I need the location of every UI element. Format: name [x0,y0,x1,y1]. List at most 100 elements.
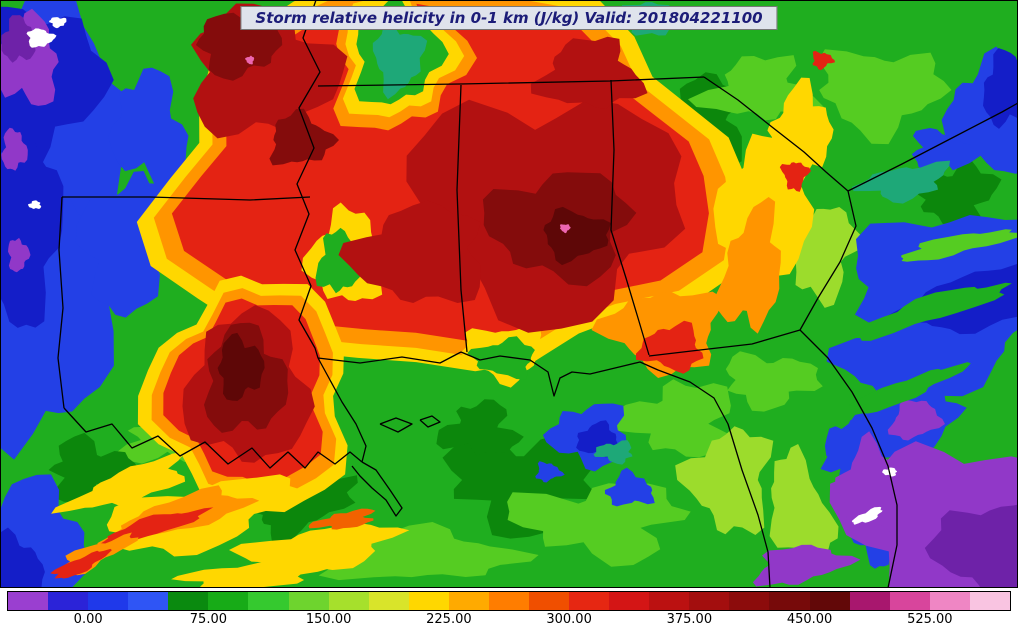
colorbar-segment [168,592,209,610]
helicity-region [26,28,57,48]
helicity-region [442,431,600,539]
state-border [799,329,898,588]
helicity-region [0,527,45,588]
colorbar-tick-label: 525.00 [907,612,953,627]
helicity-region [543,206,611,266]
helicity-region [372,21,428,100]
helicity-region [752,544,861,587]
colorbar-tick-label: 300.00 [546,612,592,627]
helicity-region [338,200,481,303]
helicity-region [535,461,565,483]
helicity-region [171,560,329,588]
colorbar-tick-label: 150.00 [305,612,352,627]
helicity-region [217,332,265,401]
state-border [63,407,363,469]
helicity-region [315,227,364,294]
state-border [419,415,441,428]
helicity-region [51,451,186,514]
helicity-region [108,67,189,189]
colorbar-segment [529,592,570,610]
state-border [799,190,857,331]
colorbar-segment [609,592,650,610]
state-border [351,461,403,517]
colorbar-segment [288,592,329,610]
helicity-region [850,282,1012,341]
colorbar-segment [929,592,970,610]
colorbar-segment [969,592,1010,610]
state-border [703,76,849,192]
map-title: Storm relative helicity in 0-1 km (J/kg)… [255,9,763,27]
helicity-region [851,160,950,204]
helicity-region [593,440,633,465]
helicity-region [924,504,1018,588]
helicity-region [269,108,339,166]
helicity-region [848,362,971,415]
colorbar-segment [368,592,409,610]
colorbar-tick-label: 0.00 [73,612,103,627]
helicity-region [901,229,1018,262]
helicity-region [835,431,906,538]
state-border [62,196,311,201]
colorbar-segment [689,592,730,610]
state-border [648,329,801,357]
colorbar-segment [408,592,449,610]
helicity-region [1,127,28,171]
helicity-region [467,336,535,380]
colorbar-tick-label: 75.00 [189,612,227,627]
colorbar-segment [569,592,610,610]
colorbar-segment [729,592,770,610]
helicity-region [49,17,67,29]
helicity-region [308,508,376,530]
map-area: Storm relative helicity in 0-1 km (J/kg)… [0,0,1018,588]
state-border [379,417,413,433]
helicity-region [983,48,1018,129]
colorbar-ticks: 0.00 75.00 150.00 225.00 300.00 375.00 450.00 5… [8,612,1010,632]
colorbar-segment [649,592,690,610]
helicity-region [1,15,36,63]
colorbar-segment [448,592,489,610]
helicity-region [602,379,741,458]
colorbar-segment [849,592,890,610]
state-border [847,102,1018,192]
colorbar-segment [8,592,49,610]
state-border [294,0,321,359]
colorbar-tick-label: 225.00 [426,612,472,627]
state-border [317,357,367,463]
colorbar [7,591,1011,611]
helicity-region [229,523,410,572]
map-title-box: Storm relative helicity in 0-1 km (J/kg)… [240,6,778,30]
helicity-region [716,197,781,334]
colorbar-segment [889,592,930,610]
colorbar-segment [88,592,129,610]
helicity-region [436,399,524,456]
helicity-region [604,467,655,507]
helicity-region [766,77,834,169]
helicity-region [559,224,571,234]
helicity-region [769,444,839,564]
helicity-region [887,399,945,441]
helicity-region [779,162,811,192]
state-border [610,79,650,356]
helicity-map [0,0,1018,588]
colorbar-segment [248,592,289,610]
helicity-region [851,506,883,525]
colorbar-segment [128,592,169,610]
helicity-region [636,320,704,374]
colorbar-segment [809,592,850,610]
state-border [460,351,771,588]
colorbar-segment [328,592,369,610]
helicity-region [675,426,774,535]
helicity-region [812,50,835,71]
helicity-region [245,55,255,65]
helicity-region [0,139,64,328]
colorbar-segment [488,592,530,610]
state-border [456,84,468,353]
helicity-region [28,200,42,209]
helicity-region [507,483,691,567]
helicity-region [8,237,31,273]
state-border [317,351,462,364]
colorbar-segment [208,592,249,610]
colorbar-segment [769,592,810,610]
helicity-region [818,49,952,145]
